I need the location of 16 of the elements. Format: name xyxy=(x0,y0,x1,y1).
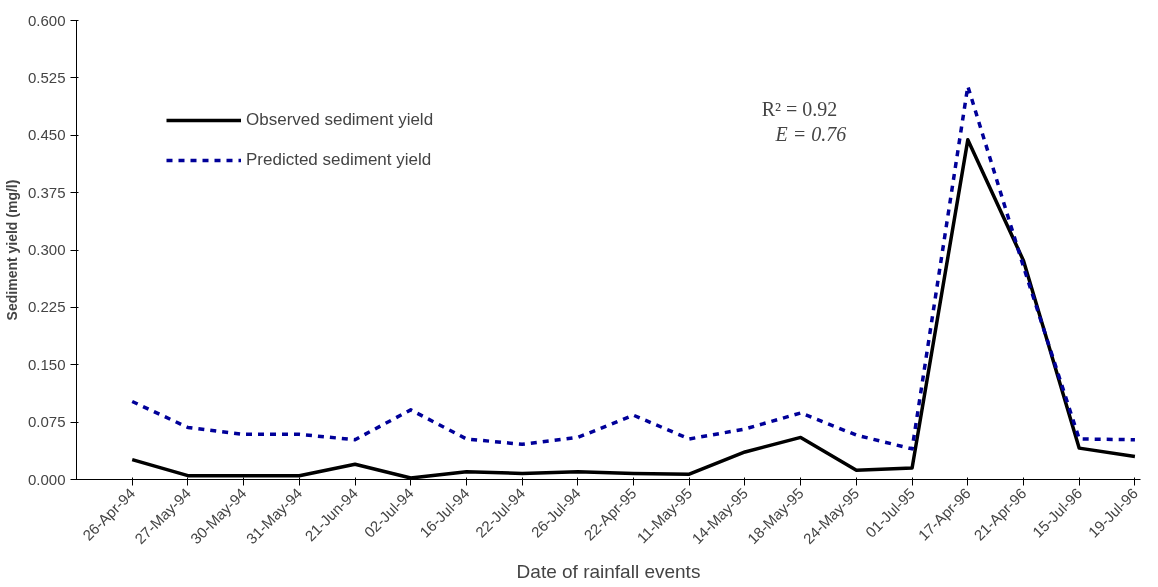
y-tick-label: 0.150 xyxy=(27,355,66,373)
annotation: R² = 0.92 xyxy=(761,97,838,120)
y-tick-label: 0.000 xyxy=(27,470,66,488)
legend-label: Predicted sediment yield xyxy=(246,150,432,170)
x-axis-title: Date of rainfall events xyxy=(516,561,701,583)
annotation: E = 0.76 xyxy=(774,123,847,146)
line-series xyxy=(130,84,1137,451)
y-tick-label: 0.300 xyxy=(27,241,66,258)
y-tick-label: 0.225 xyxy=(27,298,66,316)
y-tick-label: 0.600 xyxy=(27,11,66,29)
y-axis-title: Sediment yield (mg/l) xyxy=(3,179,20,321)
y-tick-label: 0.375 xyxy=(27,183,66,201)
y-tick-label: 0.525 xyxy=(27,68,66,86)
legend-label: Observed sediment yield xyxy=(246,110,434,130)
y-tick-label: 0.075 xyxy=(27,413,66,431)
y-tick-label: 0.450 xyxy=(27,126,66,144)
